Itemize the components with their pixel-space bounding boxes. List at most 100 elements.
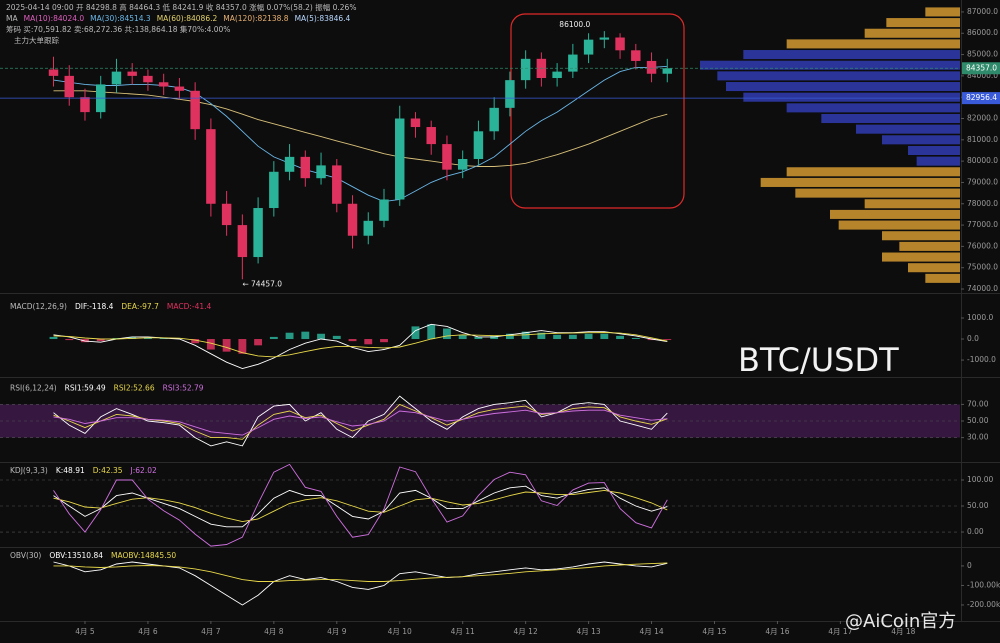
histogram-bar (191, 339, 200, 344)
histogram-bar (443, 328, 451, 340)
histogram-bar (112, 337, 121, 340)
x-tick-label: 4月 16 (765, 627, 789, 636)
histogram-bar (159, 337, 168, 340)
histogram-bar (96, 339, 105, 342)
candle-body (552, 71, 562, 79)
y-tick-label: 50.00 (967, 501, 989, 510)
candle-body (363, 220, 373, 236)
tracker-line: 主力大单跟踪 (14, 35, 59, 45)
price-tag (962, 62, 1000, 75)
candle-body (583, 39, 594, 55)
candle-body (158, 82, 169, 87)
candle-body (426, 127, 436, 145)
series-line (53, 485, 668, 528)
volume-profile-bar (908, 263, 960, 273)
histogram-bar (380, 339, 388, 343)
histogram-bar (301, 331, 310, 340)
volume-profile-bar (760, 177, 960, 187)
histogram-bar (427, 324, 436, 340)
histogram-bar (285, 332, 294, 340)
candle-body (646, 60, 657, 74)
annotation: ← 74457.0 (242, 279, 282, 288)
y-tick-label: 82000.0 (967, 114, 998, 123)
volume-profile-bar (925, 273, 960, 283)
volume-profile-bar (726, 82, 960, 92)
histogram-bar (411, 326, 420, 340)
y-tick-label: -200.00k (967, 600, 1000, 609)
y-tick-label: 77000.0 (967, 220, 998, 229)
series-line (53, 65, 668, 203)
candle-body (300, 156, 311, 179)
candle-body (520, 58, 531, 81)
volume-profile-bar (882, 231, 960, 241)
histogram-bar (238, 339, 247, 354)
panel-title: OBV(30) (10, 551, 41, 560)
histogram-bar (600, 333, 609, 340)
x-tick-label: 4月 14 (639, 627, 663, 636)
price-tag-label: 84357.0 (966, 63, 997, 72)
legend-entry: K:48.91 (56, 466, 85, 475)
volume-profile-bar (916, 156, 960, 166)
volume-profile-bar (856, 124, 960, 134)
histogram-bar (505, 333, 514, 340)
legend-entry: MA(120):82138.8 (223, 14, 289, 23)
candle-body (284, 156, 295, 172)
legend-entry: OBV:13510.84 (49, 551, 103, 560)
panel-title: KDJ(9,3,3) (10, 466, 48, 475)
candle-body (48, 69, 59, 76)
price-tag-label: 82956.4 (966, 93, 997, 102)
legend-entry: MA(10):84024.0 (24, 14, 85, 23)
histogram-bar (584, 333, 593, 340)
candle-body (237, 225, 248, 258)
series-line (53, 489, 668, 523)
chips-line: 筹码 买:70,591.82 卖:68,272.36 共:138,864.18 … (6, 24, 230, 34)
y-tick-label: 86000.0 (967, 28, 998, 37)
candle-body (332, 165, 342, 204)
panel-title: MACD(12,26,9) (10, 302, 67, 311)
legend-entry: MA(5):83846.4 (295, 14, 351, 23)
y-tick-label: 30.00 (967, 433, 989, 442)
volume-profile-bar (700, 60, 960, 70)
panel-title: RSI(6,12,24) (10, 384, 57, 393)
x-tick-label: 4月 11 (451, 627, 475, 636)
candle-body (127, 71, 137, 76)
volume-profile-bar (786, 103, 960, 113)
volume-profile-bar (882, 135, 960, 145)
legend-entry: MA(60):84086.2 (157, 14, 218, 23)
legend-entry: RSI2:52.66 (114, 384, 155, 393)
volume-profile-bar (838, 220, 960, 230)
volume-profile-bar (795, 188, 960, 198)
candle-body (206, 129, 216, 204)
volume-profile-bar (864, 199, 960, 209)
legend-entry: MACD:-41.4 (167, 302, 212, 311)
histogram-bar (317, 333, 325, 340)
x-tick-label: 4月 7 (201, 627, 221, 636)
candle-body (442, 144, 452, 170)
candle-body (174, 86, 185, 91)
histogram-bar (348, 339, 357, 342)
candle-body (457, 159, 468, 170)
volume-profile-bar (925, 7, 960, 17)
candle-body (80, 97, 90, 113)
candle-body (253, 208, 263, 258)
y-tick-label: 0.00 (967, 527, 984, 536)
candle-body (395, 118, 405, 200)
volume-profile-bar (830, 209, 960, 219)
histogram-bar (521, 331, 530, 340)
histogram-bar (269, 336, 278, 340)
histogram-bar (65, 339, 74, 341)
y-tick-label: 76000.0 (967, 241, 998, 250)
histogram-bar (568, 334, 577, 340)
highlight-box (510, 13, 685, 209)
histogram-bar (206, 339, 215, 350)
y-tick-label: 1000.0 (967, 313, 993, 322)
price-tag (962, 92, 1000, 105)
histogram-bar (254, 339, 263, 346)
volume-profile-bar (743, 50, 960, 60)
legend-entry: MA(30):84514.3 (90, 14, 151, 23)
candle-body (221, 203, 232, 226)
candle-body (505, 80, 515, 108)
series-line (53, 561, 668, 606)
